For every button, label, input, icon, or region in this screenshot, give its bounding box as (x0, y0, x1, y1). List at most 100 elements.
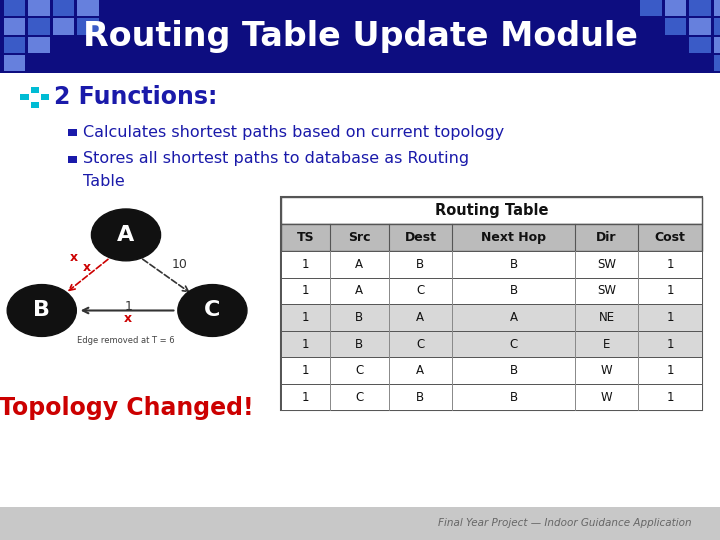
Bar (689, 0, 711, 16)
Bar (77, 0, 99, 16)
Text: 1: 1 (667, 258, 674, 271)
Bar (30, 86, 39, 93)
Text: 2 Functions:: 2 Functions: (54, 85, 217, 109)
Text: W: W (600, 364, 612, 377)
Text: 1: 1 (667, 364, 674, 377)
Text: A: A (355, 285, 363, 298)
Bar (4, 37, 25, 53)
Text: C: C (416, 285, 425, 298)
Text: Src: Src (348, 231, 370, 244)
Bar (28, 0, 50, 16)
Text: B: B (355, 311, 363, 324)
Text: C: C (204, 300, 220, 321)
Bar (30, 102, 39, 108)
Text: TS: TS (297, 231, 314, 244)
Bar (77, 18, 99, 35)
Bar (640, 0, 662, 16)
Text: SW: SW (597, 285, 616, 298)
Text: Table: Table (83, 174, 125, 190)
Text: B: B (33, 300, 50, 321)
Bar (0, 507, 720, 540)
Text: 1: 1 (667, 311, 674, 324)
Bar (714, 55, 720, 71)
Bar (689, 18, 711, 35)
Bar (20, 94, 29, 100)
Text: A: A (355, 258, 363, 271)
Text: E: E (603, 338, 610, 350)
Bar (281, 330, 702, 357)
Text: x: x (82, 261, 91, 274)
Text: 1: 1 (302, 390, 309, 403)
Text: B: B (509, 285, 518, 298)
Text: A: A (416, 311, 424, 324)
Text: B: B (416, 258, 425, 271)
Text: 1: 1 (667, 285, 674, 298)
Text: Dir: Dir (596, 231, 617, 244)
Text: 1: 1 (302, 285, 309, 298)
Text: B: B (509, 390, 518, 403)
Bar (714, 0, 720, 16)
Bar (68, 129, 77, 136)
Text: SW: SW (597, 258, 616, 271)
Text: 1: 1 (302, 364, 309, 377)
Text: NE: NE (598, 311, 615, 324)
Bar (689, 37, 711, 53)
Circle shape (91, 209, 161, 261)
Text: 1: 1 (667, 338, 674, 350)
Bar (281, 251, 702, 278)
Circle shape (7, 285, 76, 336)
Bar (68, 156, 77, 163)
Text: Routing Table Update Module: Routing Table Update Module (83, 20, 637, 53)
Text: B: B (509, 258, 518, 271)
Text: 1: 1 (125, 300, 132, 313)
Text: C: C (416, 338, 425, 350)
Bar (281, 304, 702, 330)
Text: 1: 1 (667, 390, 674, 403)
Text: B: B (416, 390, 425, 403)
Bar (281, 197, 702, 410)
Bar (4, 0, 25, 16)
Text: Calculates shortest paths based on current topology: Calculates shortest paths based on curre… (83, 125, 504, 140)
Bar (53, 0, 74, 16)
Text: B: B (509, 364, 518, 377)
Bar (0, 0, 720, 73)
Text: 1: 1 (302, 338, 309, 350)
Text: 1: 1 (302, 258, 309, 271)
Bar (281, 384, 702, 410)
Bar (281, 357, 702, 384)
Text: Next Hop: Next Hop (481, 231, 546, 244)
Text: B: B (355, 338, 363, 350)
Bar (714, 37, 720, 53)
Text: 1: 1 (302, 311, 309, 324)
Text: A: A (117, 225, 135, 245)
Text: Final Year Project — Indoor Guidance Application: Final Year Project — Indoor Guidance App… (438, 518, 691, 528)
Bar (714, 18, 720, 35)
Text: C: C (355, 390, 364, 403)
Text: C: C (355, 364, 364, 377)
Text: x: x (124, 312, 132, 325)
Text: 10: 10 (172, 258, 188, 271)
Bar (281, 197, 702, 224)
Text: A: A (416, 364, 424, 377)
Bar (281, 224, 702, 251)
Bar (4, 18, 25, 35)
Bar (53, 18, 74, 35)
Text: W: W (600, 390, 612, 403)
Circle shape (178, 285, 247, 336)
Bar (281, 278, 702, 304)
Text: C: C (509, 338, 518, 350)
Bar (40, 94, 49, 100)
Text: Edge removed at T = 6: Edge removed at T = 6 (77, 336, 175, 345)
Text: Stores all shortest paths to database as Routing: Stores all shortest paths to database as… (83, 151, 469, 166)
Bar (28, 37, 50, 53)
Bar (4, 55, 25, 71)
Text: x: x (70, 251, 78, 264)
Text: Topology Changed!: Topology Changed! (0, 396, 253, 420)
Bar (665, 0, 686, 16)
Text: Routing Table: Routing Table (435, 203, 548, 218)
Bar (28, 18, 50, 35)
Text: Cost: Cost (654, 231, 685, 244)
Text: Dest: Dest (405, 231, 436, 244)
Text: A: A (510, 311, 518, 324)
Bar (665, 18, 686, 35)
